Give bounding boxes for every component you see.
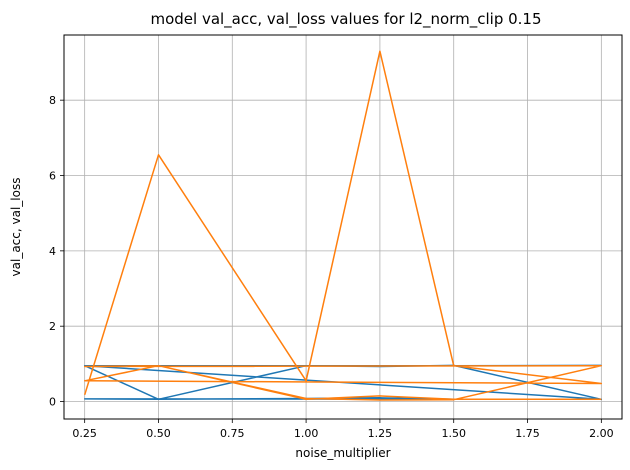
plot-frame	[63, 34, 623, 420]
x-tick-label: 0.25	[72, 427, 97, 440]
x-tick-label: 1.25	[368, 427, 393, 440]
x-axis-ticks: 0.25 0.50 0.75 1.00 1.25 1.50 1.75 2.00	[72, 419, 614, 440]
chart-title: model val_acc, val_loss values for l2_no…	[150, 10, 541, 29]
x-tick-label: 0.75	[220, 427, 245, 440]
x-axis-label: noise_multiplier	[295, 446, 390, 460]
series-group	[83, 50, 603, 401]
x-tick-label: 1.50	[441, 427, 466, 440]
y-axis-label: val_acc, val_loss	[9, 178, 23, 277]
x-tick-label: 1.00	[294, 427, 319, 440]
y-tick-label: 4	[49, 245, 56, 258]
x-tick-label: 2.00	[589, 427, 614, 440]
y-tick-label: 2	[49, 320, 56, 333]
y-tick-label: 6	[49, 170, 56, 183]
x-tick-label: 1.75	[515, 427, 540, 440]
y-tick-label: 0	[49, 396, 56, 409]
grid	[64, 35, 622, 419]
series-line-loss	[83, 50, 603, 401]
y-axis-ticks: 0 2 4 6 8	[49, 94, 64, 409]
x-tick-label: 0.50	[146, 427, 171, 440]
y-tick-label: 8	[49, 94, 56, 107]
